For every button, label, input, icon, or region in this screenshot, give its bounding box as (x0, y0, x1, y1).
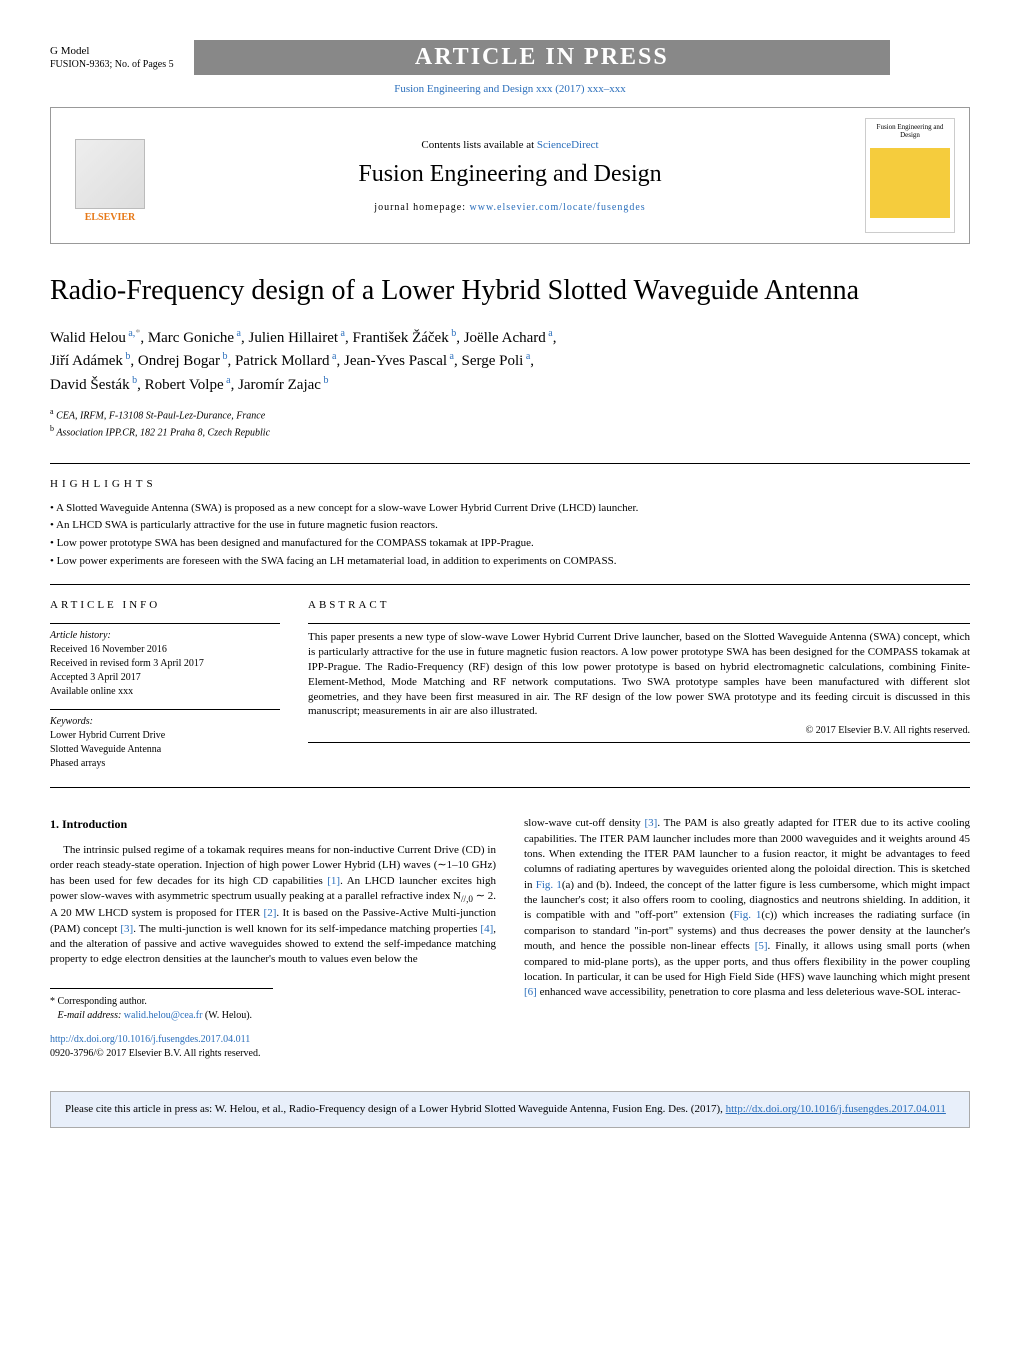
keyword: Slotted Waveguide Antenna (50, 743, 280, 757)
history-head: Article history: (50, 630, 280, 641)
cover-image-area (870, 148, 950, 218)
rule-info (50, 623, 280, 624)
authors-list: Walid Helou a,*, Marc Goniche a, Julien … (50, 326, 970, 397)
affiliation-b: b Association IPP.CR, 182 21 Praha 8, Cz… (50, 423, 970, 440)
doi-block: http://dx.doi.org/10.1016/j.fusengdes.20… (50, 1033, 496, 1061)
header-bar: G Model FUSION-9363; No. of Pages 5 ARTI… (50, 40, 970, 75)
gmodel-block: G Model FUSION-9363; No. of Pages 5 (50, 44, 174, 71)
email-tail: (W. Helou). (202, 1010, 252, 1021)
ref-link[interactable]: [3] (644, 817, 657, 829)
rule-abs (308, 623, 970, 624)
in-press-banner: ARTICLE IN PRESS (194, 40, 890, 75)
article-title: Radio-Frequency design of a Lower Hybrid… (50, 274, 970, 308)
highlight-item: Low power experiments are foreseen with … (50, 553, 970, 571)
journal-homepage: journal homepage: www.elsevier.com/locat… (173, 202, 847, 213)
body-columns: 1. Introduction The intrinsic pulsed reg… (50, 816, 970, 1061)
cover-title: Fusion Engineering and Design (870, 123, 950, 148)
rule-info-2 (50, 709, 280, 710)
cite-doi-link[interactable]: http://dx.doi.org/10.1016/j.fusengdes.20… (726, 1103, 946, 1115)
journal-name: Fusion Engineering and Design (173, 161, 847, 188)
ref-link[interactable]: [1] (327, 875, 340, 887)
contents-text: Contents lists available at (421, 139, 536, 151)
journal-header-box: ELSEVIER Contents lists available at Sci… (50, 107, 970, 244)
body-col-right: slow-wave cut-off density [3]. The PAM i… (524, 816, 970, 1061)
affiliation-a: a CEA, IRFM, F-13108 St-Paul-Lez-Durance… (50, 406, 970, 423)
body-col-left: 1. Introduction The intrinsic pulsed reg… (50, 816, 496, 1061)
keyword: Phased arrays (50, 757, 280, 771)
journal-issue-link[interactable]: Fusion Engineering and Design xxx (2017)… (50, 83, 970, 95)
gmodel-label: G Model (50, 44, 174, 58)
cite-this-article-box: Please cite this article in press as: W.… (50, 1091, 970, 1128)
issn-line: 0920-3796/© 2017 Elsevier B.V. All right… (50, 1048, 260, 1059)
article-info-column: ARTICLE INFO Article history: Received 1… (50, 599, 280, 771)
ref-link[interactable]: [4] (480, 923, 493, 935)
highlight-item: An LHCD SWA is particularly attractive f… (50, 517, 970, 535)
elsevier-tree-icon (75, 139, 145, 209)
cite-text: Please cite this article in press as: W.… (65, 1103, 726, 1115)
homepage-link[interactable]: www.elsevier.com/locate/fusengdes (470, 202, 646, 213)
keyword: Lower Hybrid Current Drive (50, 729, 280, 743)
article-info-title: ARTICLE INFO (50, 599, 280, 611)
keywords-head: Keywords: (50, 716, 280, 727)
ref-link[interactable]: [5] (755, 940, 768, 952)
email-link[interactable]: walid.helou@cea.fr (124, 1010, 203, 1021)
affiliations: a CEA, IRFM, F-13108 St-Paul-Lez-Durance… (50, 406, 970, 441)
intro-paragraph-1: The intrinsic pulsed regime of a tokamak… (50, 843, 496, 968)
abstract-copyright: © 2017 Elsevier B.V. All rights reserved… (308, 725, 970, 736)
corr-author-email-line: E-mail address: walid.helou@cea.fr (W. H… (50, 1009, 496, 1023)
info-abstract-row: ARTICLE INFO Article history: Received 1… (50, 599, 970, 771)
abstract-title: ABSTRACT (308, 599, 970, 611)
rule-2 (50, 584, 970, 585)
homepage-text: journal homepage: (374, 202, 469, 213)
highlight-item: A Slotted Waveguide Antenna (SWA) is pro… (50, 500, 970, 518)
journal-header-center: Contents lists available at ScienceDirec… (173, 139, 847, 213)
elsevier-logo: ELSEVIER (65, 128, 155, 223)
footnote-rule (50, 988, 273, 989)
intro-paragraph-2: slow-wave cut-off density [3]. The PAM i… (524, 816, 970, 1001)
rule-1 (50, 463, 970, 464)
journal-cover-thumb: Fusion Engineering and Design (865, 118, 955, 233)
ref-link[interactable]: [6] (524, 986, 537, 998)
history-received: Received 16 November 2016 (50, 643, 280, 657)
sciencedirect-link[interactable]: ScienceDirect (537, 139, 599, 151)
article-ref: FUSION-9363; No. of Pages 5 (50, 58, 174, 71)
fig-link[interactable]: Fig. 1 (734, 909, 762, 921)
rule-3 (50, 787, 970, 788)
history-online: Available online xxx (50, 685, 280, 699)
email-label: E-mail address: (58, 1010, 124, 1021)
fig-link[interactable]: Fig. 1 (536, 879, 562, 891)
abstract-column: ABSTRACT This paper presents a new type … (308, 599, 970, 771)
history-revised: Received in revised form 3 April 2017 (50, 657, 280, 671)
ref-link[interactable]: [2] (264, 907, 277, 919)
cover-footer (870, 218, 950, 228)
highlight-item: Low power prototype SWA has been designe… (50, 535, 970, 553)
highlights-list: A Slotted Waveguide Antenna (SWA) is pro… (50, 500, 970, 570)
abstract-text: This paper presents a new type of slow-w… (308, 630, 970, 719)
corr-author-label: * Corresponding author. (50, 995, 496, 1009)
corresponding-author-footnote: * Corresponding author. E-mail address: … (50, 995, 496, 1023)
intro-title: 1. Introduction (50, 816, 496, 833)
contents-line: Contents lists available at ScienceDirec… (173, 139, 847, 151)
rule-abs-2 (308, 742, 970, 743)
history-accepted: Accepted 3 April 2017 (50, 671, 280, 685)
ref-link[interactable]: [3] (120, 923, 133, 935)
doi-link[interactable]: http://dx.doi.org/10.1016/j.fusengdes.20… (50, 1034, 250, 1045)
highlights-title: HIGHLIGHTS (50, 478, 970, 490)
elsevier-label: ELSEVIER (85, 212, 136, 223)
